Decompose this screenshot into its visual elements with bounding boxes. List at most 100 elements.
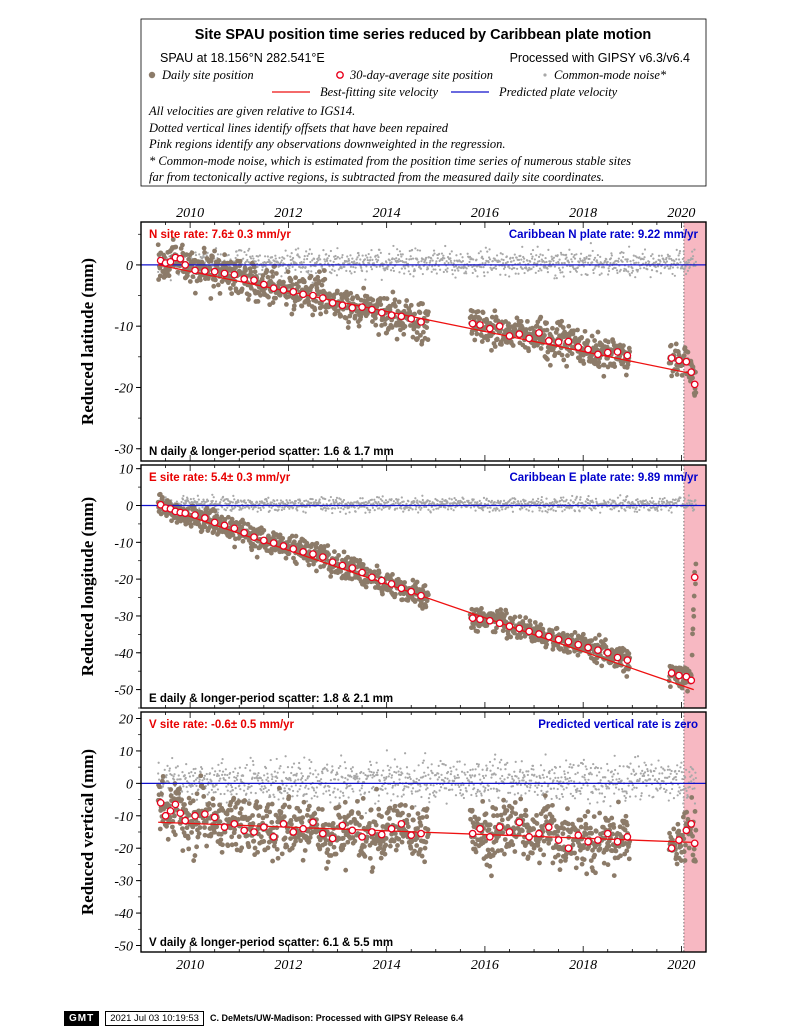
cmn-point xyxy=(617,257,620,260)
cmn-point xyxy=(291,256,295,260)
cmn-point xyxy=(685,502,689,505)
cmn-point xyxy=(319,258,322,261)
cmn-point xyxy=(249,769,252,772)
cmn-point xyxy=(191,792,194,796)
cmn-point xyxy=(225,785,228,788)
avg30-point xyxy=(682,357,691,366)
cmn-point xyxy=(317,259,320,262)
daily-point xyxy=(400,597,405,603)
daily-point xyxy=(569,351,575,357)
cmn-point xyxy=(257,272,261,276)
cmn-point xyxy=(472,498,475,501)
cmn-point xyxy=(457,499,460,503)
cmn-point xyxy=(338,501,341,505)
downweighted-region xyxy=(683,222,706,461)
cmn-point xyxy=(339,510,342,514)
daily-point xyxy=(544,327,550,333)
daily-point xyxy=(212,508,218,514)
cmn-point xyxy=(588,257,591,261)
cmn-point xyxy=(484,261,487,265)
avg30-point xyxy=(505,332,514,340)
cmn-point xyxy=(390,498,393,501)
cmn-point xyxy=(531,510,534,513)
cmn-point xyxy=(679,496,682,499)
cmn-point xyxy=(392,500,395,503)
cmn-point xyxy=(164,496,167,499)
cmn-point xyxy=(247,499,250,502)
cmn-point xyxy=(221,758,224,761)
cmn-point xyxy=(499,500,502,503)
cmn-point xyxy=(482,271,486,274)
daily-point xyxy=(217,291,223,296)
cmn-point xyxy=(238,508,241,511)
cmn-point xyxy=(385,261,388,264)
cmn-point xyxy=(409,255,412,258)
daily-point xyxy=(601,373,607,379)
cmn-point xyxy=(327,507,330,510)
cmn-point xyxy=(562,275,565,278)
daily-point xyxy=(281,279,286,285)
cmn-point xyxy=(398,271,401,274)
cmn-point xyxy=(270,501,274,504)
daily-point xyxy=(212,248,217,254)
cmn-point xyxy=(541,501,544,504)
daily-point xyxy=(157,273,163,279)
cmn-point xyxy=(474,509,477,512)
cmn-point xyxy=(168,769,171,772)
cmn-point xyxy=(616,271,619,275)
daily-point xyxy=(180,242,185,248)
cmn-point xyxy=(575,270,578,273)
daily-point xyxy=(219,514,225,520)
daily-point xyxy=(265,274,271,280)
cmn-point xyxy=(467,499,470,502)
daily-point xyxy=(679,372,685,378)
avg30-point xyxy=(210,267,219,276)
cmn-point xyxy=(236,772,240,775)
cmn-point xyxy=(576,266,579,269)
cmn-point xyxy=(379,498,382,501)
daily-point xyxy=(293,275,298,281)
cmn-point xyxy=(681,257,684,261)
cmn-point xyxy=(413,500,416,503)
cmn-point xyxy=(250,500,254,504)
cmn-point xyxy=(597,265,600,268)
cmn-point xyxy=(268,505,271,508)
cmn-point xyxy=(279,499,283,502)
cmn-point xyxy=(354,510,357,513)
cmn-point xyxy=(416,502,419,505)
cmn-point xyxy=(551,501,554,504)
cmn-point xyxy=(297,247,300,250)
cmn-point xyxy=(630,271,634,274)
cmn-point xyxy=(232,770,235,774)
cmn-point xyxy=(651,253,654,256)
avg30-point xyxy=(176,254,185,263)
cmn-point xyxy=(430,270,433,273)
cmn-point xyxy=(165,774,168,777)
cmn-point xyxy=(449,502,452,505)
cmn-point xyxy=(280,508,283,512)
cmn-point xyxy=(375,260,379,263)
cmn-point xyxy=(435,507,438,510)
cmn-point xyxy=(262,506,265,509)
daily-point xyxy=(215,282,221,288)
cmn-point xyxy=(371,506,374,509)
daily-point xyxy=(228,259,234,265)
cmn-point xyxy=(614,266,617,270)
scatter-label: E daily & longer-period scatter: 1.8 & 2… xyxy=(149,693,393,705)
cmn-point xyxy=(426,267,430,270)
cmn-point xyxy=(229,784,233,787)
avg30-point xyxy=(338,301,347,310)
daily-point xyxy=(313,298,319,304)
cmn-point xyxy=(466,252,469,255)
cmn-point xyxy=(337,268,340,271)
cmn-point xyxy=(545,260,548,264)
cmn-point xyxy=(226,789,229,792)
cmn-point xyxy=(313,501,317,504)
cmn-point xyxy=(632,259,635,262)
cmn-point xyxy=(189,498,192,501)
daily-point xyxy=(327,292,333,298)
cmn-point xyxy=(609,262,612,265)
daily-point xyxy=(693,561,699,567)
cmn-point xyxy=(294,499,297,503)
